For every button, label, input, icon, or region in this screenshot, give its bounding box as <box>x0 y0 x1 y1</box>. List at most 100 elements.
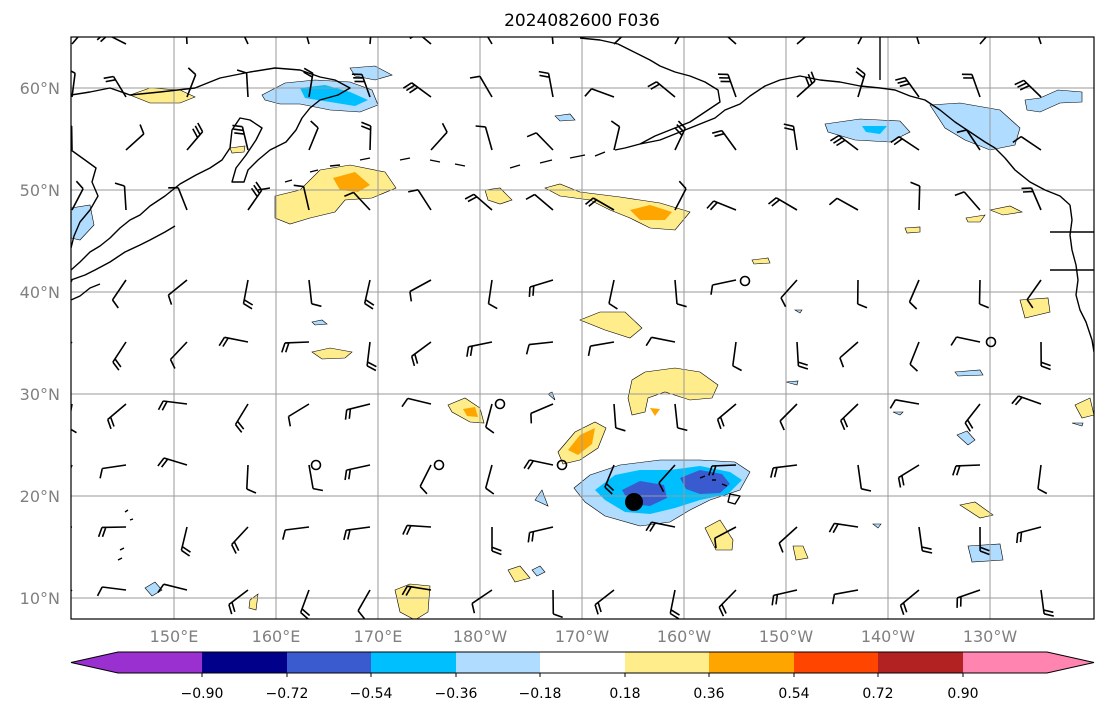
map-title: 2024082600 F036 <box>504 11 660 31</box>
colorbar-segment <box>118 652 202 673</box>
wind-barb <box>710 279 737 295</box>
positive-area <box>904 226 921 234</box>
wind-barb <box>308 464 324 492</box>
wind-barb <box>658 464 676 493</box>
calm-marker <box>985 336 997 348</box>
calm-wind-markers <box>310 275 997 511</box>
wind-barb <box>525 193 554 211</box>
lat-label: 30°N <box>20 385 60 404</box>
wind-barb <box>344 191 371 211</box>
colorbar-segment <box>963 652 1047 673</box>
wind-barb <box>608 279 618 310</box>
positive-area <box>965 214 986 223</box>
colorbar-segment <box>456 652 540 673</box>
wind-barb <box>890 136 920 151</box>
positive-area <box>229 145 246 154</box>
wind-barb <box>157 457 188 468</box>
wind-barb <box>71 279 73 284</box>
colorbar-segment <box>287 652 371 673</box>
wind-barb <box>343 526 371 541</box>
wind-barb <box>538 70 554 98</box>
lon-label: 150°W <box>759 627 814 646</box>
lat-label: 10°N <box>20 589 60 608</box>
wind-barb <box>485 403 495 434</box>
wind-barb <box>487 279 498 310</box>
calm-marker <box>739 275 751 287</box>
wind-barb <box>897 464 920 488</box>
wind-barb <box>114 182 127 211</box>
wind-barb <box>956 129 981 151</box>
positive-area <box>484 187 513 205</box>
negative-area <box>872 523 882 529</box>
colorbar-outline <box>70 651 1095 674</box>
wind-barb <box>779 403 798 431</box>
colorbar-tick-label: 0.36 <box>693 686 724 702</box>
wind-barb <box>402 82 432 98</box>
wind-barb <box>71 37 80 45</box>
wind-barb <box>978 279 989 309</box>
lon-label: 160°E <box>252 627 301 646</box>
wind-barb <box>186 122 204 151</box>
lon-label: 170°W <box>555 627 610 646</box>
wind-barb <box>780 279 798 308</box>
wind-barb <box>708 464 737 476</box>
wind-barb <box>363 279 375 310</box>
wind-barb <box>674 180 687 211</box>
negative-area <box>311 319 328 326</box>
positive-area <box>704 519 734 551</box>
wind-barb <box>71 70 76 98</box>
wind-barb <box>908 279 920 310</box>
positive-area <box>751 257 771 265</box>
positive-core <box>630 205 672 220</box>
calm-marker <box>310 459 322 471</box>
wind-barb <box>71 180 84 211</box>
negative-core-strong <box>680 470 730 494</box>
wind-barb <box>303 67 314 98</box>
wind-barb <box>771 589 798 606</box>
wind-barb <box>530 403 554 424</box>
colorbar-extend-high <box>1047 652 1094 673</box>
wind-barb <box>1011 395 1042 406</box>
wind-barb <box>99 464 127 479</box>
negative-area <box>954 369 984 377</box>
wind-barb <box>409 279 432 302</box>
wind-barb <box>527 526 554 543</box>
wind-barb <box>732 341 742 372</box>
negative-area <box>1024 89 1083 113</box>
wind-barb <box>674 120 687 151</box>
wind-barb <box>613 403 626 432</box>
wind-barb <box>299 589 311 619</box>
wind-barb <box>857 464 872 492</box>
wind-barb <box>525 341 554 355</box>
longitude-labels: 150°E 160°E 170°E 180°W 170°W 160°W 150°… <box>150 627 1018 646</box>
wind-barb <box>523 459 554 470</box>
wind-barb <box>96 586 127 597</box>
wind-barb <box>829 134 859 151</box>
calm-marker <box>494 398 506 410</box>
wind-barb <box>674 403 688 432</box>
wind-barb <box>645 521 676 532</box>
map-frame <box>70 36 1095 620</box>
wind-barb <box>1040 589 1054 617</box>
shaded-field-layer <box>71 65 1094 619</box>
wind-barb <box>112 341 127 371</box>
wind-barb <box>889 399 920 409</box>
wind-barb <box>308 120 319 151</box>
wind-barb <box>103 75 127 98</box>
wind-barb <box>831 589 859 605</box>
wind-barb <box>360 121 372 151</box>
wind-barb <box>186 67 197 98</box>
wind-barb <box>1012 135 1042 151</box>
wind-barb <box>856 279 868 309</box>
positive-area <box>627 367 719 416</box>
positive-core <box>463 407 478 417</box>
wind-barb <box>796 71 816 98</box>
wind-barb <box>1037 37 1042 45</box>
wind-barb <box>1026 279 1042 309</box>
wind-barb <box>528 279 554 297</box>
wind-barb <box>308 279 322 308</box>
wind-barbs <box>71 37 1054 619</box>
lon-label: 170°E <box>354 627 403 646</box>
wind-barb <box>726 37 737 45</box>
